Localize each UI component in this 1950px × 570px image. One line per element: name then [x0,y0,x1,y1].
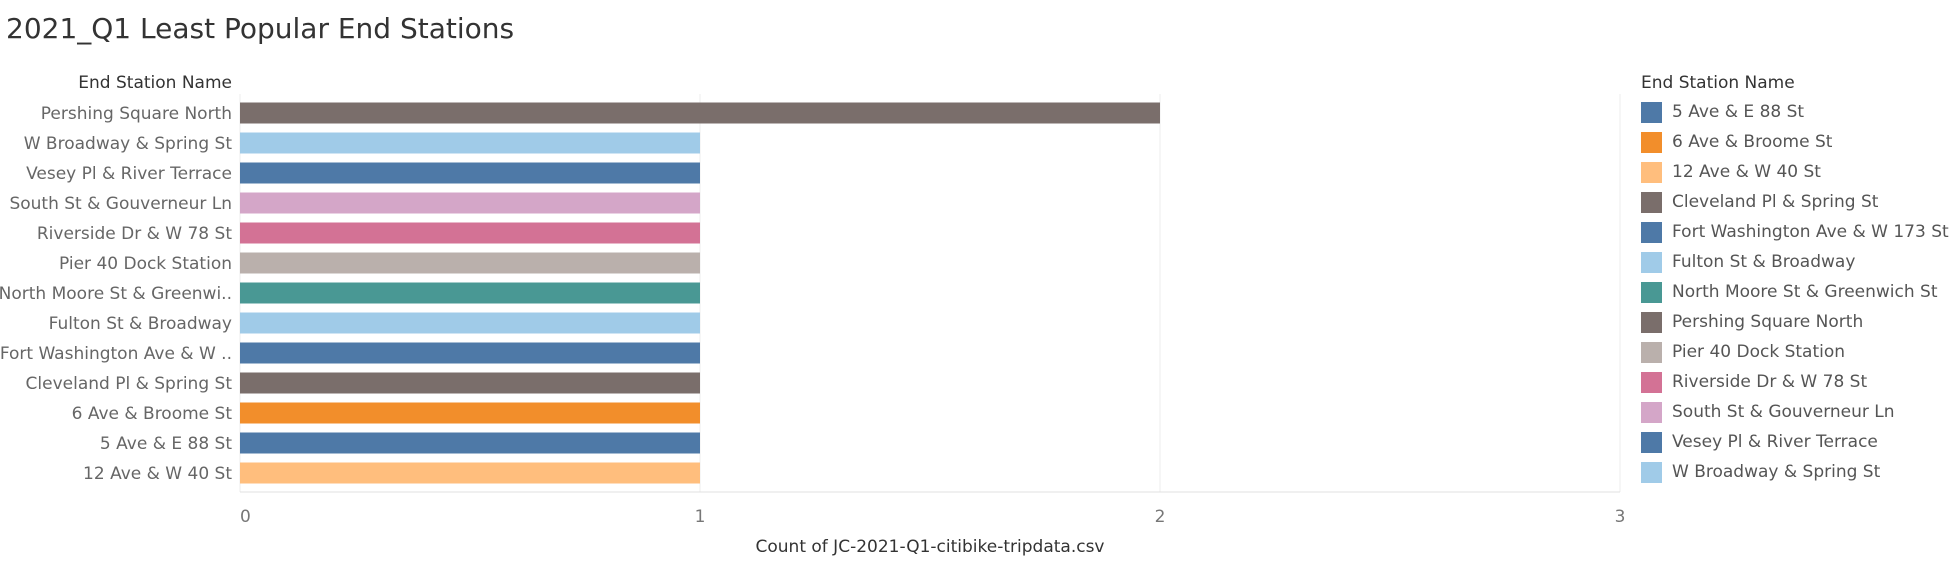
bar[interactable] [240,312,700,334]
legend-swatch [1641,281,1662,303]
bar[interactable] [240,342,700,364]
legend-item[interactable]: South St & Gouverneur Ln [1641,397,1946,427]
legend-item[interactable]: North Moore St & Greenwich St [1641,277,1946,307]
category-label: 12 Ave & W 40 St [83,464,232,484]
x-axis-title: Count of JC-2021-Q1-citibike-tripdata.cs… [755,537,1105,557]
category-label: Pershing Square North [41,104,232,124]
legend-swatch [1641,341,1662,363]
bar[interactable] [240,402,700,424]
bar[interactable] [240,282,700,304]
legend-swatch [1641,251,1662,273]
legend-label: South St & Gouverneur Ln [1672,402,1895,422]
legend-swatch [1641,161,1662,183]
category-label: Pier 40 Dock Station [59,254,232,274]
legend-item[interactable]: 6 Ave & Broome St [1641,127,1946,157]
category-label: 6 Ave & Broome St [72,404,233,424]
category-label: North Moore St & Greenwi.. [0,284,232,304]
bar[interactable] [240,252,700,274]
legend-item[interactable]: Vesey Pl & River Terrace [1641,427,1946,457]
legend-item[interactable]: Pier 40 Dock Station [1641,337,1946,367]
legend-item[interactable]: Pershing Square North [1641,307,1946,337]
bar[interactable] [240,162,700,184]
x-tick-label: 2 [1155,507,1166,527]
category-label: Fort Washington Ave & W .. [0,344,232,364]
legend-swatch [1641,101,1662,123]
bars [240,102,1160,484]
legend-swatch [1641,431,1662,453]
legend-item[interactable]: Cleveland Pl & Spring St [1641,187,1946,217]
bar[interactable] [240,192,700,214]
category-labels: Pershing Square North W Broadway & Spring… [0,104,232,484]
legend-item[interactable]: Fort Washington Ave & W 173 St [1641,217,1949,247]
legend-swatch [1641,191,1662,213]
x-tick-label: 1 [695,507,706,527]
legend-item[interactable]: 5 Ave & E 88 St [1641,97,1946,127]
legend-label: W Broadway & Spring St [1672,462,1881,482]
legend-item[interactable]: Riverside Dr & W 78 St [1641,367,1946,397]
bar[interactable] [240,432,700,454]
category-label: Riverside Dr & W 78 St [37,224,232,244]
legend-label: Pershing Square North [1672,312,1864,332]
legend-label: Fort Washington Ave & W 173 St [1672,222,1949,242]
bar[interactable] [240,102,1160,124]
legend-label: Riverside Dr & W 78 St [1672,372,1868,392]
legend-title: End Station Name [1641,73,1795,93]
legend-label: 5 Ave & E 88 St [1672,102,1805,122]
category-label: South St & Gouverneur Ln [9,194,232,214]
x-tick-label: 0 [240,507,251,527]
bar[interactable] [240,222,700,244]
x-axis-ticks: 0 1 2 3 [240,507,1625,527]
category-label: Fulton St & Broadway [49,314,232,334]
row-header: End Station Name [78,73,232,93]
legend-swatch [1641,311,1662,333]
bar[interactable] [240,462,700,484]
legend-swatch [1641,401,1662,423]
legend-label: 6 Ave & Broome St [1672,132,1833,152]
x-tick-label: 3 [1615,507,1626,527]
legend-label: Pier 40 Dock Station [1672,342,1846,362]
category-label: Vesey Pl & River Terrace [26,164,232,184]
legend-swatch [1641,131,1662,153]
legend: 5 Ave & E 88 St 6 Ave & Broome St 12 Ave &… [1641,97,1949,487]
category-label: 5 Ave & E 88 St [100,434,232,454]
legend-swatch [1641,461,1662,483]
category-label: Cleveland Pl & Spring St [26,374,233,394]
legend-label: Vesey Pl & River Terrace [1672,432,1878,452]
legend-item[interactable]: 12 Ave & W 40 St [1641,157,1946,187]
bar[interactable] [240,372,700,394]
category-label: W Broadway & Spring St [24,134,233,154]
legend-swatch [1641,371,1662,393]
legend-item[interactable]: Fulton St & Broadway [1641,247,1946,277]
legend-label: Cleveland Pl & Spring St [1672,192,1879,212]
chart-title: 2021_Q1 Least Popular End Stations [6,12,515,45]
bar[interactable] [240,132,700,154]
legend-swatch [1641,221,1662,243]
legend-label: Fulton St & Broadway [1672,252,1856,272]
legend-item[interactable]: W Broadway & Spring St [1641,457,1946,487]
legend-label: 12 Ave & W 40 St [1672,162,1821,182]
legend-label: North Moore St & Greenwich St [1672,282,1938,302]
